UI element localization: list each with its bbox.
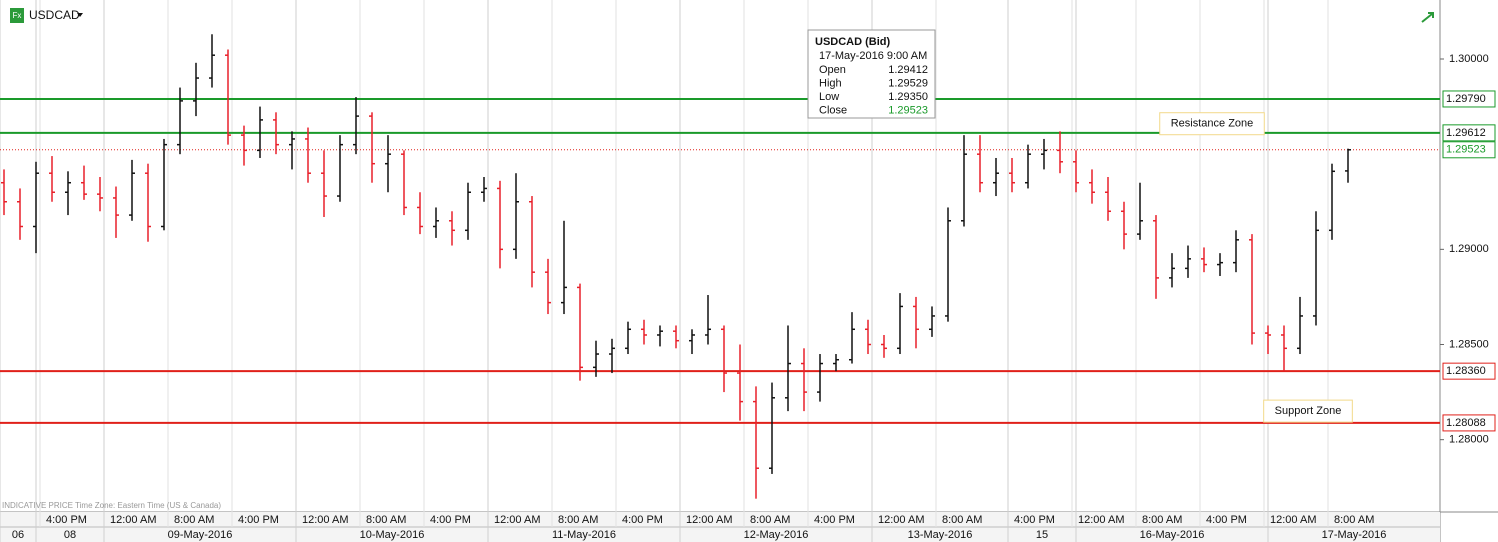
x-tick-label: 12:00 AM [494, 514, 540, 526]
y-tick-label: 1.30000 [1449, 53, 1489, 65]
footer-note: INDICATIVE PRICE Time Zone: Eastern Time… [2, 501, 221, 510]
x-tick-label: 12:00 AM [110, 514, 156, 526]
level-label: 1.29612 [1446, 127, 1486, 139]
annotation-box [1159, 112, 1265, 136]
date-label: 11-May-2016 [552, 529, 616, 541]
date-label: 17-May-2016 [1322, 529, 1387, 541]
fx-icon-label: Fx [13, 11, 22, 20]
last-price-box [1442, 141, 1496, 159]
x-tick-label: 4:00 PM [46, 514, 87, 526]
tooltip-title: USDCAD (Bid) [815, 36, 890, 48]
tooltip-row-value: 1.29412 [888, 64, 928, 76]
tooltip-box [807, 29, 936, 119]
x-tick-label: 8:00 AM [1334, 514, 1374, 526]
level-label-box [1442, 414, 1496, 432]
last-price-label: 1.29523 [1446, 144, 1486, 156]
x-tick-label: 8:00 AM [942, 514, 982, 526]
date-label: 12-May-2016 [744, 529, 809, 541]
annotation-text: Resistance Zone [1171, 118, 1254, 130]
level-label-box [1442, 124, 1496, 142]
x-tick-label: 4:00 PM [1014, 514, 1055, 526]
level-label: 1.29790 [1446, 93, 1486, 105]
date-label: 06 [12, 529, 24, 541]
tooltip-row-value: 1.29529 [888, 77, 928, 89]
x-tick-label: 8:00 AM [174, 514, 214, 526]
tooltip-row-label: Open [819, 64, 846, 76]
fx-icon [10, 8, 24, 23]
x-tick-label: 12:00 AM [1078, 514, 1124, 526]
annotation-box [1263, 399, 1353, 423]
tooltip-row-label: Close [819, 104, 847, 116]
symbol[interactable]: USDCAD [29, 8, 80, 22]
tooltip-row-label: Low [819, 91, 839, 103]
y-tick-label: 1.28000 [1449, 434, 1489, 446]
x-tick-label: 4:00 PM [430, 514, 471, 526]
symbol-dropdown[interactable] [77, 13, 83, 17]
x-tick-label: 8:00 AM [366, 514, 406, 526]
y-tick-label: 1.29000 [1449, 243, 1489, 255]
date-label: 09-May-2016 [168, 529, 233, 541]
x-tick-label: 8:00 AM [750, 514, 790, 526]
x-tick-label: 8:00 AM [558, 514, 598, 526]
level-label-box [1442, 362, 1496, 380]
date-label: 15 [1036, 529, 1048, 541]
date-label: 08 [64, 529, 76, 541]
x-tick-label: 12:00 AM [302, 514, 348, 526]
annotation-text: Support Zone [1275, 405, 1342, 417]
x-tick-label: 4:00 PM [622, 514, 663, 526]
x-tick-label: 12:00 AM [1270, 514, 1316, 526]
level-label: 1.28360 [1446, 365, 1486, 377]
x-tick-label: 12:00 AM [686, 514, 732, 526]
level-label: 1.28088 [1446, 417, 1486, 429]
x-tick-label: 12:00 AM [878, 514, 924, 526]
x-tick-label: 4:00 PM [814, 514, 855, 526]
x-tick-label: 4:00 PM [1206, 514, 1247, 526]
tooltip-row-value: 1.29350 [888, 91, 928, 103]
tooltip-row-label: High [819, 77, 842, 89]
y-tick-label: 1.28500 [1449, 338, 1489, 350]
level-label-box [1442, 90, 1496, 108]
trend-icon[interactable] [1421, 12, 1434, 23]
tooltip: USDCAD (Bid) 17-May-2016 9:00 AM Open 1.2… [807, 29, 936, 119]
x-tick-label: 8:00 AM [1142, 514, 1182, 526]
date-label: 16-May-2016 [1140, 529, 1205, 541]
tooltip-time: 17-May-2016 9:00 AM [819, 50, 927, 62]
tooltip-row-value: 1.29523 [888, 104, 928, 116]
date-label: 10-May-2016 [360, 529, 425, 541]
date-label: 13-May-2016 [908, 529, 973, 541]
x-tick-label: 4:00 PM [238, 514, 279, 526]
